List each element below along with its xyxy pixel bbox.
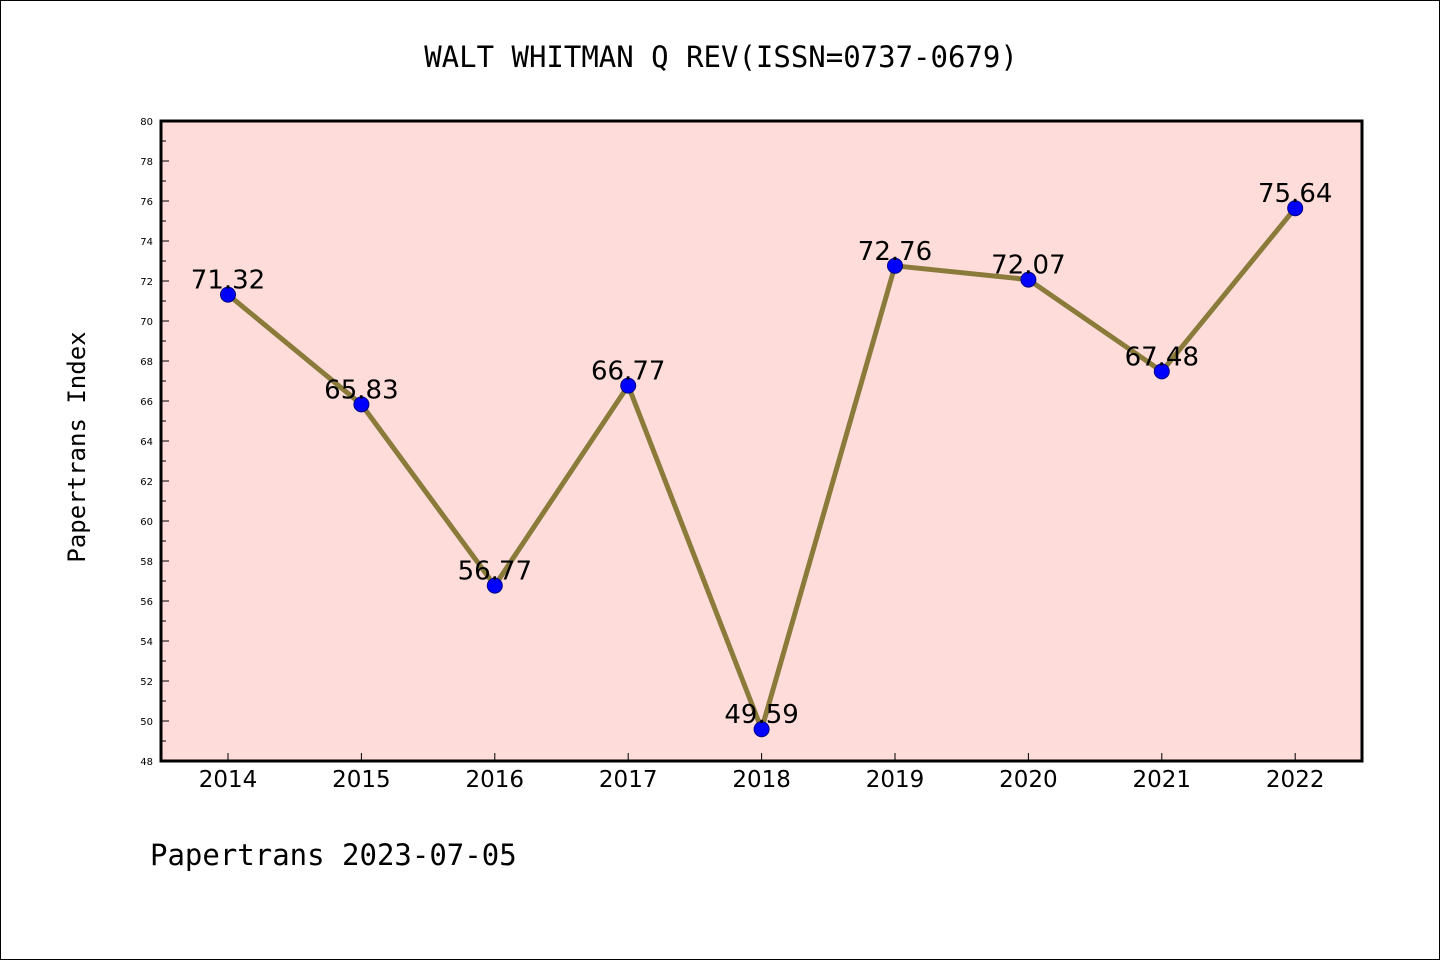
data-label: 67.48 — [1125, 342, 1199, 372]
data-point — [620, 377, 637, 394]
data-point — [1020, 271, 1037, 288]
y-tick-label: 64 — [140, 437, 153, 448]
x-tick-label: 2015 — [332, 767, 391, 793]
y-tick-label: 72 — [140, 277, 153, 288]
plot-area — [161, 121, 1362, 761]
data-point — [1153, 363, 1170, 380]
y-tick-label: 74 — [140, 237, 153, 248]
data-label: 49.59 — [724, 700, 798, 730]
data-label: 71.32 — [191, 266, 265, 296]
data-point — [887, 257, 903, 274]
x-tick-label: 2021 — [1133, 767, 1192, 793]
plot-frame — [159, 119, 1364, 763]
y-axis-label: Papertrans Index — [63, 331, 91, 562]
x-axis: 2014 2015 2016 2017 2018 2019 2020 2021 2022 — [199, 753, 1325, 793]
data-label: 72.07 — [991, 251, 1065, 281]
chart-title: WALT WHITMAN Q REV(ISSN=0737-0679) — [424, 40, 1018, 74]
series-markers — [220, 200, 1304, 738]
x-tick-label: 2014 — [199, 767, 258, 793]
y-tick-label: 80 — [140, 117, 153, 128]
y-tick-label: 66 — [140, 397, 153, 408]
x-tick-label: 2019 — [866, 767, 925, 793]
y-tick-label: 68 — [140, 357, 153, 368]
y-axis: 48 50 52 54 56 58 60 62 64 66 68 70 72 74 76 78 80 — [140, 117, 169, 768]
y-tick-label: 54 — [140, 637, 153, 648]
x-tick-label: 2022 — [1266, 767, 1325, 793]
data-label: 56.77 — [458, 557, 532, 587]
data-point — [353, 396, 370, 413]
data-labels: 71.32 65.83 56.77 66.77 49.59 72.76 72.07 67.48… — [191, 179, 1333, 730]
data-label: 72.76 — [858, 237, 932, 267]
data-label: 75.64 — [1258, 179, 1332, 209]
y-tick-label: 78 — [140, 157, 153, 168]
y-tick-label: 76 — [140, 197, 153, 208]
x-tick-label: 2020 — [999, 767, 1058, 793]
y-tick-label: 70 — [140, 317, 153, 328]
y-tick-label: 58 — [140, 557, 153, 568]
data-label: 66.77 — [591, 357, 665, 387]
footer-note: Papertrans 2023-07-05 — [150, 838, 517, 872]
x-tick-label: 2017 — [599, 767, 658, 793]
y-tick-label: 56 — [140, 597, 153, 608]
y-tick-label: 52 — [140, 677, 153, 688]
y-tick-label: 50 — [140, 717, 153, 728]
data-point — [486, 577, 503, 594]
data-label: 65.83 — [324, 375, 398, 405]
y-tick-label: 62 — [140, 477, 153, 488]
data-point — [220, 286, 236, 303]
y-tick-label: 60 — [140, 517, 153, 528]
y-tick-label: 48 — [140, 757, 153, 768]
x-tick-label: 2018 — [732, 767, 791, 793]
data-point — [1287, 200, 1304, 217]
data-point — [753, 721, 770, 738]
x-tick-label: 2016 — [466, 767, 525, 793]
